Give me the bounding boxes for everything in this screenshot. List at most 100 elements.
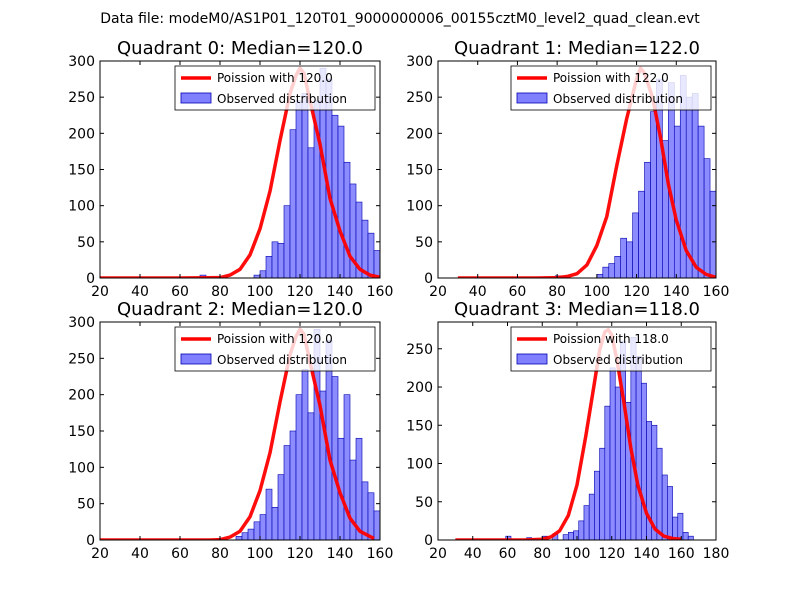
histogram-bar xyxy=(367,492,375,540)
histogram-bar xyxy=(588,493,595,540)
x-tick-label: 20 xyxy=(429,284,447,300)
x-tick-label: 60 xyxy=(171,284,189,300)
legend-label-observed: Observed distribution xyxy=(553,353,683,367)
legend: Poission with 120.0 Observed distribution xyxy=(174,326,376,372)
histogram-bar xyxy=(661,474,668,540)
y-tick-label: 100 xyxy=(406,199,433,215)
histogram-bar xyxy=(283,445,291,540)
histogram-bar xyxy=(289,430,297,540)
histogram-bar xyxy=(247,528,255,540)
histogram-bar xyxy=(283,205,291,278)
histogram-bar xyxy=(638,190,645,278)
histogram-bar xyxy=(609,367,616,540)
x-tick-label: 60 xyxy=(171,546,189,562)
histogram-bar xyxy=(635,356,642,540)
histogram-bar xyxy=(271,506,279,540)
histogram-bar xyxy=(614,255,621,278)
x-tick-label: 20 xyxy=(429,546,447,562)
histogram-bar xyxy=(644,161,651,278)
x-tick-label: 40 xyxy=(131,546,149,562)
x-tick-label: 40 xyxy=(131,284,149,300)
y-tick-label: 100 xyxy=(406,457,433,473)
figure-title: Data file: modeM0/AS1P01_120T01_90000000… xyxy=(100,11,700,27)
x-tick-label: 160 xyxy=(703,284,730,300)
y-tick-label: 150 xyxy=(406,418,433,434)
x-tick-label: 140 xyxy=(663,284,690,300)
subplot-title: Quadrant 0: Median=120.0 xyxy=(117,38,363,59)
x-tick-label: 120 xyxy=(287,546,314,562)
histogram-bar xyxy=(265,488,273,540)
legend-bar-swatch xyxy=(516,92,548,104)
histogram-bar xyxy=(331,114,339,278)
histogram-bar xyxy=(604,405,611,540)
y-tick-label: 150 xyxy=(406,163,433,179)
legend: Poission with 120.0 Observed distribution xyxy=(174,65,376,111)
histogram-bar xyxy=(626,241,633,278)
y-tick-label: 200 xyxy=(68,126,95,142)
y-tick-label: 250 xyxy=(68,351,95,367)
histogram-bar xyxy=(697,125,705,278)
histogram-bar xyxy=(373,250,380,278)
legend-label-poisson: Poission with 122.0 xyxy=(553,71,669,85)
histogram-bar xyxy=(337,125,345,278)
x-tick-label: 100 xyxy=(247,284,274,300)
histogram-bar xyxy=(682,532,689,540)
y-tick-label: 50 xyxy=(415,495,433,511)
histogram-bar xyxy=(235,536,243,540)
x-tick-label: 140 xyxy=(633,546,660,562)
histogram-bar xyxy=(271,241,279,278)
x-tick-label: 120 xyxy=(623,284,650,300)
y-tick-label: 200 xyxy=(406,126,433,142)
x-tick-label: 40 xyxy=(464,546,482,562)
histogram-bar xyxy=(608,263,616,278)
x-tick-label: 100 xyxy=(564,546,591,562)
legend-bar-swatch xyxy=(180,92,212,104)
y-tick-label: 150 xyxy=(68,424,95,440)
x-tick-label: 120 xyxy=(598,546,625,562)
histogram-bar xyxy=(301,93,309,278)
histogram-bar xyxy=(331,376,339,540)
histogram-bar xyxy=(277,242,285,278)
y-tick-label: 200 xyxy=(406,380,433,396)
histogram-bar xyxy=(673,125,681,278)
y-tick-label: 250 xyxy=(68,90,95,106)
y-tick-label: 200 xyxy=(68,388,95,404)
histogram-bar xyxy=(596,274,604,278)
subplot-title: Quadrant 3: Median=118.0 xyxy=(454,299,700,320)
legend-label-poisson: Poission with 120.0 xyxy=(217,71,333,85)
histogram-bar xyxy=(367,232,375,278)
histogram-bar xyxy=(583,505,590,540)
histogram-bar xyxy=(295,394,303,540)
y-tick-label: 300 xyxy=(406,54,433,70)
y-tick-label: 50 xyxy=(77,235,95,251)
y-tick-label: 300 xyxy=(68,54,95,70)
histogram-bar xyxy=(307,147,315,278)
subplot-quadrant-2: 20 40 60 80 100 120 140 160 0 50 100 150 200 250 300 Qu… xyxy=(68,299,394,562)
histogram-bar xyxy=(277,474,285,540)
histogram-bar xyxy=(307,412,315,540)
x-tick-label: 100 xyxy=(247,546,274,562)
histogram-bar xyxy=(259,270,267,278)
histogram-bar xyxy=(301,368,309,540)
legend: Poission with 118.0 Observed distribution xyxy=(510,326,712,372)
histogram-bar xyxy=(568,532,574,540)
x-tick-label: 120 xyxy=(287,284,314,300)
histogram-bar xyxy=(289,129,297,278)
x-tick-label: 80 xyxy=(211,546,229,562)
histogram-bar xyxy=(677,512,684,540)
subplot-quadrant-3: 20 40 60 80 100 120 140 160 180 0 50 100 150 200 250 Qu… xyxy=(406,299,729,562)
x-tick-label: 140 xyxy=(327,284,354,300)
data-layer xyxy=(100,66,380,278)
y-tick-label: 250 xyxy=(406,342,433,358)
histogram-bar xyxy=(703,158,711,278)
histogram-bar xyxy=(650,111,657,278)
x-tick-label: 80 xyxy=(548,284,566,300)
legend-label-poisson: Poission with 120.0 xyxy=(217,332,333,346)
histogram-bar xyxy=(632,212,639,278)
x-tick-label: 160 xyxy=(367,546,394,562)
x-tick-label: 100 xyxy=(583,284,610,300)
y-tick-label: 0 xyxy=(424,533,433,549)
histogram-bar xyxy=(709,190,716,278)
histogram-bar xyxy=(343,161,351,278)
